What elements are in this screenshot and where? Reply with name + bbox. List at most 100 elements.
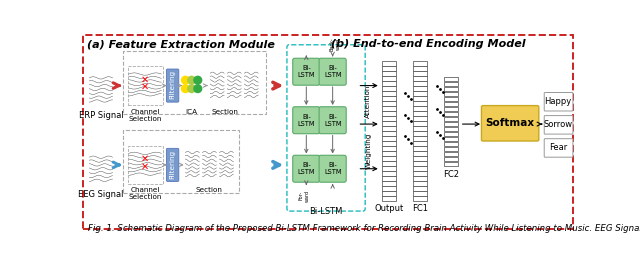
- Bar: [413, 147, 428, 151]
- Bar: [413, 76, 428, 81]
- Bar: [413, 81, 428, 86]
- Bar: [444, 152, 458, 156]
- Text: ✕: ✕: [141, 161, 149, 171]
- Text: Fear: Fear: [549, 143, 567, 152]
- Bar: [413, 166, 428, 171]
- Bar: [382, 61, 396, 66]
- Bar: [444, 82, 458, 86]
- Circle shape: [188, 76, 195, 84]
- Bar: [413, 196, 428, 201]
- Text: ✕: ✕: [141, 154, 149, 164]
- Bar: [413, 181, 428, 186]
- Bar: [382, 142, 396, 146]
- Text: Filtering: Filtering: [170, 150, 175, 179]
- Bar: [444, 92, 458, 96]
- Bar: [413, 156, 428, 161]
- Text: (b) End-to-end Encoding Model: (b) End-to-end Encoding Model: [332, 39, 526, 49]
- Bar: [382, 116, 396, 121]
- Bar: [382, 191, 396, 196]
- Bar: [413, 171, 428, 176]
- Bar: [382, 101, 396, 106]
- Bar: [413, 66, 428, 71]
- Text: Bi-
LSTM: Bi- LSTM: [324, 65, 341, 78]
- Bar: [444, 142, 458, 147]
- Bar: [382, 166, 396, 171]
- Bar: [444, 162, 458, 166]
- Text: Bi-
LSTM: Bi- LSTM: [324, 162, 341, 175]
- Circle shape: [194, 76, 202, 84]
- Bar: [413, 142, 428, 146]
- Text: Filtering: Filtering: [170, 70, 175, 99]
- Circle shape: [188, 85, 195, 92]
- Text: Softmax: Softmax: [486, 117, 534, 128]
- Bar: [444, 117, 458, 121]
- Bar: [413, 186, 428, 191]
- FancyBboxPatch shape: [319, 107, 346, 134]
- Bar: [444, 87, 458, 91]
- Bar: [413, 121, 428, 126]
- Bar: [413, 61, 428, 66]
- Text: Attention: Attention: [365, 84, 371, 118]
- Bar: [413, 152, 428, 156]
- Circle shape: [182, 76, 189, 84]
- Bar: [413, 111, 428, 116]
- Bar: [382, 66, 396, 71]
- Bar: [382, 121, 396, 126]
- Bar: [123, 51, 266, 114]
- Bar: [444, 107, 458, 111]
- Text: Section: Section: [196, 187, 223, 193]
- Bar: [382, 196, 396, 201]
- Bar: [382, 161, 396, 166]
- Circle shape: [194, 85, 202, 92]
- Bar: [413, 126, 428, 131]
- FancyBboxPatch shape: [481, 106, 539, 141]
- Bar: [444, 147, 458, 152]
- Bar: [382, 106, 396, 111]
- Bar: [413, 101, 428, 106]
- Text: EEG Signal: EEG Signal: [78, 190, 124, 199]
- Text: ✕: ✕: [141, 82, 149, 92]
- Bar: [444, 97, 458, 101]
- Bar: [382, 111, 396, 116]
- Text: For-
ward: For- ward: [299, 190, 309, 202]
- FancyBboxPatch shape: [166, 148, 179, 181]
- Bar: [382, 171, 396, 176]
- Bar: [128, 66, 163, 105]
- FancyBboxPatch shape: [544, 116, 573, 134]
- FancyBboxPatch shape: [544, 92, 573, 111]
- Bar: [444, 137, 458, 142]
- Bar: [382, 81, 396, 86]
- Text: ✕: ✕: [141, 74, 149, 84]
- Bar: [382, 152, 396, 156]
- FancyBboxPatch shape: [544, 139, 573, 157]
- Bar: [382, 96, 396, 101]
- Bar: [413, 136, 428, 141]
- Text: FC2: FC2: [444, 169, 460, 178]
- Text: Output: Output: [374, 204, 404, 213]
- Bar: [382, 91, 396, 96]
- Text: Bi-LSTM: Bi-LSTM: [309, 207, 342, 216]
- Bar: [382, 76, 396, 81]
- Bar: [413, 116, 428, 121]
- Text: Channel
Selection: Channel Selection: [129, 109, 162, 122]
- Bar: [413, 86, 428, 91]
- Bar: [382, 186, 396, 191]
- Text: Weighting: Weighting: [365, 133, 371, 169]
- Text: Happy: Happy: [545, 97, 572, 106]
- Bar: [444, 77, 458, 81]
- FancyBboxPatch shape: [292, 58, 320, 85]
- FancyBboxPatch shape: [166, 69, 179, 102]
- FancyBboxPatch shape: [319, 58, 346, 85]
- Bar: [444, 102, 458, 106]
- Bar: [413, 176, 428, 181]
- Text: Fig. 1. Schematic Diagram of the Proposed Bi-LSTM Framework for Recording Brain : Fig. 1. Schematic Diagram of the Propose…: [88, 224, 640, 233]
- FancyBboxPatch shape: [319, 155, 346, 182]
- Circle shape: [182, 85, 189, 92]
- Text: ERP Signal: ERP Signal: [79, 111, 124, 120]
- Bar: [382, 126, 396, 131]
- Text: ICA: ICA: [186, 109, 198, 115]
- FancyBboxPatch shape: [292, 107, 320, 134]
- Bar: [413, 161, 428, 166]
- Bar: [382, 86, 396, 91]
- Bar: [382, 181, 396, 186]
